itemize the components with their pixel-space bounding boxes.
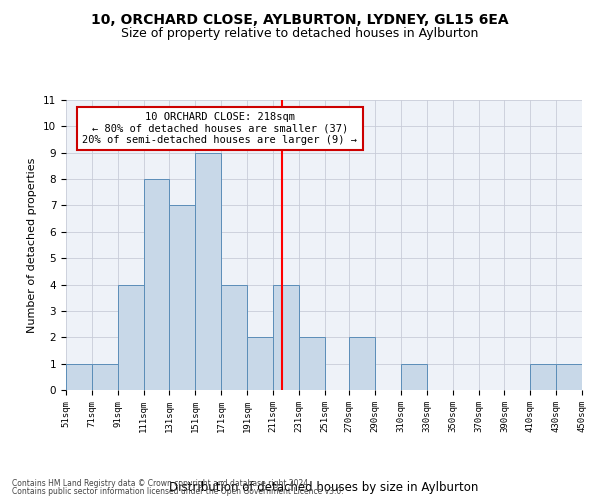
Text: Size of property relative to detached houses in Aylburton: Size of property relative to detached ho…	[121, 28, 479, 40]
Bar	[118, 284, 143, 390]
Bar	[299, 338, 325, 390]
Text: 10, ORCHARD CLOSE, AYLBURTON, LYDNEY, GL15 6EA: 10, ORCHARD CLOSE, AYLBURTON, LYDNEY, GL…	[91, 12, 509, 26]
Bar	[401, 364, 427, 390]
Text: Contains HM Land Registry data © Crown copyright and database right 2024.: Contains HM Land Registry data © Crown c…	[12, 478, 311, 488]
Bar	[221, 284, 247, 390]
Y-axis label: Number of detached properties: Number of detached properties	[28, 158, 37, 332]
Bar	[556, 364, 582, 390]
X-axis label: Distribution of detached houses by size in Aylburton: Distribution of detached houses by size …	[169, 480, 479, 494]
Bar	[66, 364, 92, 390]
Text: Contains public sector information licensed under the Open Government Licence v3: Contains public sector information licen…	[12, 487, 344, 496]
Bar	[349, 338, 375, 390]
Bar	[247, 338, 273, 390]
Bar	[530, 364, 556, 390]
Bar	[273, 284, 299, 390]
Bar	[196, 152, 221, 390]
Bar	[169, 206, 196, 390]
Text: 10 ORCHARD CLOSE: 218sqm
← 80% of detached houses are smaller (37)
20% of semi-d: 10 ORCHARD CLOSE: 218sqm ← 80% of detach…	[82, 112, 358, 145]
Bar	[143, 179, 169, 390]
Bar	[92, 364, 118, 390]
